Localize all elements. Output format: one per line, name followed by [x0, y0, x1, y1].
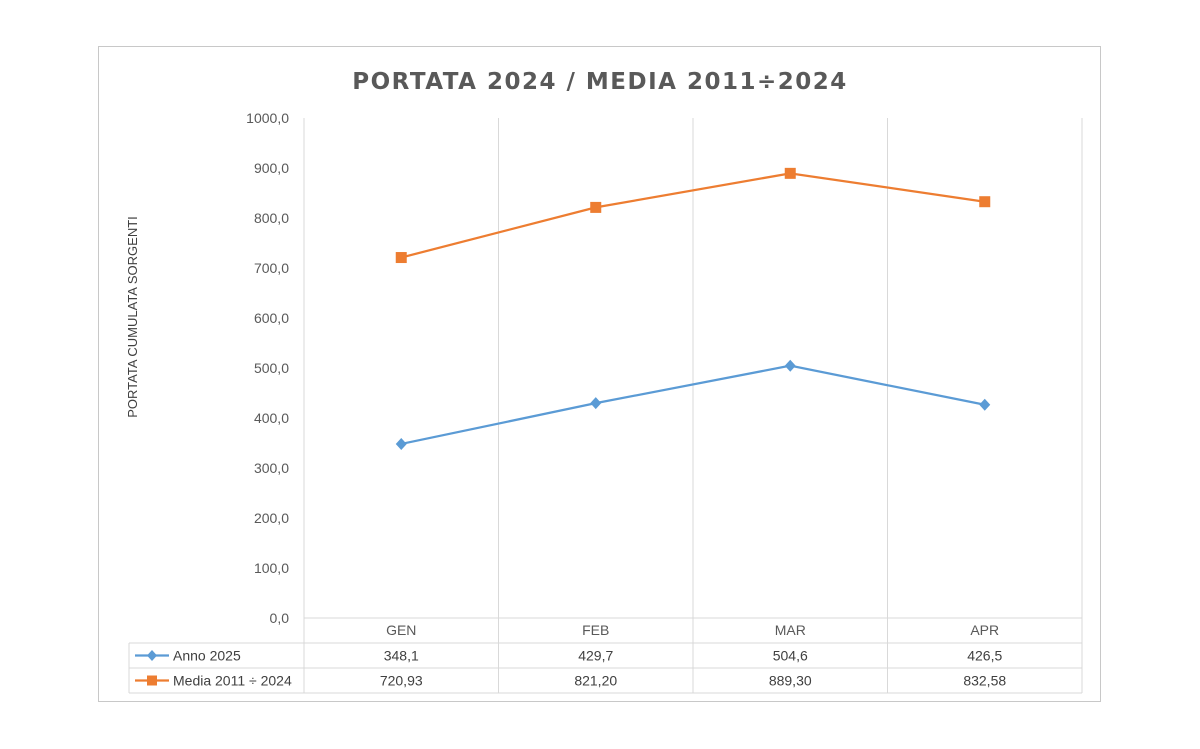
y-tick-label: 700,0 — [254, 260, 289, 276]
y-tick-label: 600,0 — [254, 310, 289, 326]
y-tick-label: 200,0 — [254, 510, 289, 526]
data-point-square — [784, 167, 796, 179]
legend-marker — [147, 650, 157, 661]
data-label: 720,93 — [380, 673, 423, 689]
grid — [303, 118, 1083, 618]
data-point-diamond — [784, 359, 796, 372]
data-point-diamond — [979, 398, 991, 411]
line-chart: PORTATA 2024 / MEDIA 2011÷2024 PORTATA C… — [125, 69, 1083, 694]
data-label: 821,20 — [574, 673, 617, 689]
data-label: 348,1 — [384, 648, 419, 664]
legend-label: Anno 2025 — [173, 648, 241, 664]
series-line — [400, 172, 985, 259]
y-tick-label: 800,0 — [254, 210, 289, 226]
y-tick-label: 0,0 — [270, 610, 290, 626]
data-label: 889,30 — [769, 673, 812, 689]
data-table: GEN FEB MAR APR Anno 2025 348,1 429,7 504,6 426,… — [128, 617, 1083, 694]
y-axis-label: PORTATA CUMULATA SORGENTI — [125, 216, 140, 418]
legend-marker — [147, 675, 157, 686]
series-lines — [395, 167, 991, 450]
y-tick-label: 500,0 — [254, 360, 289, 376]
x-tick-label: MAR — [775, 622, 806, 638]
series-2 — [395, 167, 991, 264]
y-tick-label: 900,0 — [254, 160, 289, 176]
y-tick-label: 100,0 — [254, 560, 289, 576]
data-point-diamond — [395, 437, 407, 450]
legend-label: Media 2011 ÷ 2024 — [173, 673, 292, 689]
data-label: 504,6 — [773, 648, 808, 664]
data-point-square — [395, 252, 407, 264]
y-tick-label: 300,0 — [254, 460, 289, 476]
data-point-square — [590, 201, 602, 213]
data-label: 429,7 — [578, 648, 613, 664]
series-line — [401, 364, 985, 446]
x-tick-label: FEB — [582, 622, 609, 638]
series-1 — [395, 359, 991, 450]
y-tick-label: 1000,0 — [246, 110, 289, 126]
data-label: 426,5 — [967, 648, 1002, 664]
x-tick-label: APR — [970, 622, 999, 638]
data-point-diamond — [590, 397, 602, 410]
data-point-square — [979, 196, 991, 208]
y-axis-ticks: 0,0 100,0 200,0 300,0 400,0 500,0 600,0 700,0 80… — [246, 110, 289, 626]
y-tick-label: 400,0 — [254, 410, 289, 426]
x-tick-label: GEN — [386, 622, 416, 638]
legend-key — [135, 675, 169, 686]
data-label: 832,58 — [963, 673, 1006, 689]
chart-frame: PORTATA 2024 / MEDIA 2011÷2024 PORTATA C… — [98, 46, 1101, 702]
legend-key — [135, 650, 169, 661]
chart-title: PORTATA 2024 / MEDIA 2011÷2024 — [352, 69, 848, 95]
